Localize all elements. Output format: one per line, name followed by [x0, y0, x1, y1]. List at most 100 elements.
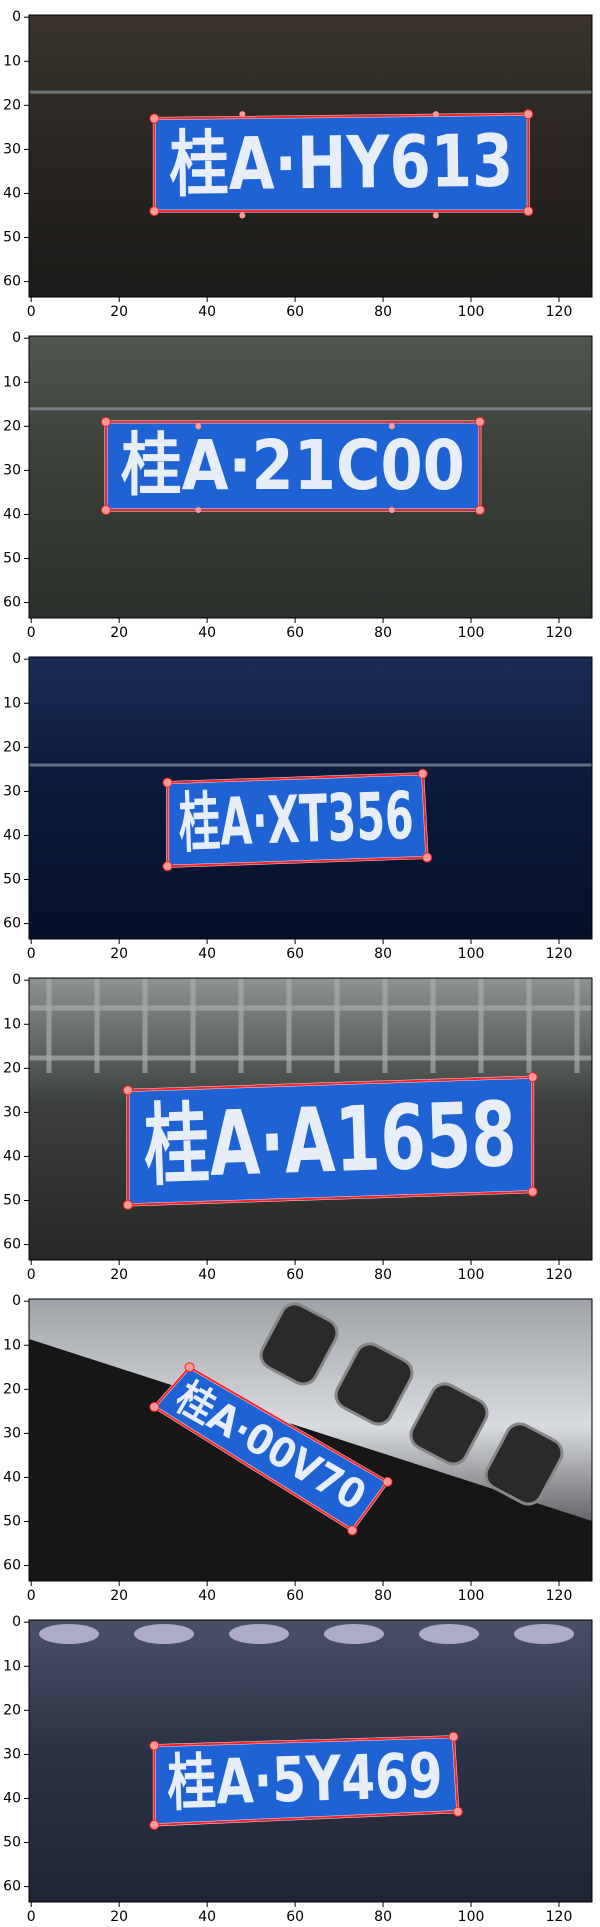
- subplot-4-svg: 桂A·A1658 0 20 40 60 80 100 120 0 10 20 30 40 50 60: [3, 972, 593, 1283]
- x-tick-label: 80: [374, 625, 392, 641]
- plate-number-text: 桂A·21C00: [121, 426, 465, 506]
- y-tick-label: 60: [3, 1558, 21, 1574]
- x-tick-label: 40: [198, 625, 216, 641]
- x-tick-label: 120: [546, 946, 573, 962]
- y-tick-label: 10: [3, 1016, 21, 1032]
- x-tick-label: 0: [27, 1588, 36, 1604]
- x-tick-label: 60: [286, 1909, 304, 1925]
- x-tick-label: 0: [27, 625, 36, 641]
- y-tick-label: 0: [12, 1293, 21, 1309]
- x-tick-label: 40: [198, 1909, 216, 1925]
- x-tick-label: 20: [110, 1267, 128, 1283]
- blurred-light: [514, 1624, 574, 1644]
- corner-marker: [184, 1362, 195, 1373]
- corner-marker: [122, 1199, 133, 1210]
- edge-marker: [388, 507, 395, 514]
- plate-number-text: 桂A·5Y469: [166, 1740, 443, 1820]
- x-tick-label: 20: [110, 304, 128, 320]
- x-tick-label: 20: [110, 946, 128, 962]
- y-tick-label: 10: [3, 695, 21, 711]
- blurred-light: [419, 1624, 479, 1644]
- x-tick-label: 20: [110, 1909, 128, 1925]
- y-tick-label: 60: [3, 1237, 21, 1253]
- grille-slot: [484, 1422, 564, 1506]
- blurred-light: [134, 1624, 194, 1644]
- x-tick-label: 80: [374, 946, 392, 962]
- edge-marker: [432, 111, 439, 118]
- corner-marker: [474, 505, 485, 516]
- x-tick-label: 60: [286, 1267, 304, 1283]
- edge-marker: [195, 507, 202, 514]
- y-tick-label: 40: [3, 1469, 21, 1485]
- x-tick-label: 60: [286, 625, 304, 641]
- x-tick-label: 20: [110, 1588, 128, 1604]
- corner-marker: [527, 1072, 538, 1083]
- x-tick-label: 40: [198, 304, 216, 320]
- blurred-light: [229, 1624, 289, 1644]
- corner-marker: [149, 1740, 160, 1751]
- y-tick-label: 40: [3, 1790, 21, 1806]
- subplot-5: 桂A·00V70 0 20 40 60 80 100 120 0 10 20 30 40 50 60: [0, 1284, 600, 1605]
- x-tick-label: 100: [458, 1909, 485, 1925]
- corner-marker: [448, 1731, 459, 1742]
- y-tick-label: 50: [3, 1835, 21, 1851]
- x-tick-label: 120: [546, 625, 573, 641]
- corner-marker: [149, 1401, 160, 1412]
- y-tick-label: 30: [3, 1104, 21, 1120]
- x-tick-label: 40: [198, 946, 216, 962]
- y-tick-label: 40: [3, 185, 21, 201]
- y-tick-label: 30: [3, 462, 21, 478]
- x-tick-label: 120: [546, 1588, 573, 1604]
- subplot-2: 桂A·21C00 0 20 40 60 80 100 120 0 10 20 30 40 50 60: [0, 321, 600, 642]
- y-tick-label: 30: [3, 1746, 21, 1762]
- y-tick-label: 20: [3, 739, 21, 755]
- blurred-light: [39, 1624, 99, 1644]
- corner-marker: [474, 416, 485, 427]
- axes-frame: [28, 656, 593, 940]
- y-tick-label: 10: [3, 1337, 21, 1353]
- x-tick-label: 0: [27, 1909, 36, 1925]
- y-tick-label: 40: [3, 1148, 21, 1164]
- y-tick-label: 20: [3, 97, 21, 113]
- axes-frame: [28, 14, 593, 298]
- corner-marker: [162, 861, 173, 872]
- grille-slot: [259, 1302, 339, 1386]
- x-tick-label: 60: [286, 304, 304, 320]
- plate-number-text: 桂A·HY613: [169, 120, 514, 208]
- y-tick-label: 60: [3, 916, 21, 932]
- y-tick-label: 0: [12, 972, 21, 988]
- x-tick-label: 100: [458, 1267, 485, 1283]
- corner-marker: [523, 109, 534, 120]
- corner-marker: [149, 1819, 160, 1830]
- y-tick-label: 20: [3, 1381, 21, 1397]
- corner-marker: [149, 113, 160, 124]
- subplot-3: 桂A·XT356 0 20 40 60 80 100 120 0 10 20 30 40 50 60: [0, 642, 600, 963]
- y-tick-label: 10: [3, 53, 21, 69]
- subplot-6: 桂A·5Y469 0 20 40 60 80 100 120 0 10 20 30 40 50 60: [0, 1605, 600, 1926]
- corner-marker: [347, 1525, 358, 1536]
- corner-marker: [417, 768, 428, 779]
- y-tick-label: 10: [3, 374, 21, 390]
- y-tick-label: 20: [3, 1060, 21, 1076]
- subplot-3-svg: 桂A·XT356 0 20 40 60 80 100 120 0 10 20 30 40 50 60: [3, 651, 593, 962]
- x-tick-label: 40: [198, 1588, 216, 1604]
- x-tick-label: 60: [286, 946, 304, 962]
- x-tick-label: 80: [374, 1909, 392, 1925]
- subplot-1-svg: 桂A·HY613 0 20 40 60 80 100 120 0 10 20 30 40 50 60: [3, 9, 593, 320]
- y-tick-label: 20: [3, 1702, 21, 1718]
- corner-marker: [382, 1476, 393, 1487]
- x-tick-label: 80: [374, 304, 392, 320]
- edge-marker: [239, 212, 246, 219]
- subplot-6-svg: 桂A·5Y469 0 20 40 60 80 100 120 0 10 20 30 40 50 60: [3, 1614, 593, 1925]
- x-tick-label: 120: [546, 304, 573, 320]
- x-tick-label: 40: [198, 1267, 216, 1283]
- corner-marker: [100, 505, 111, 516]
- y-tick-label: 50: [3, 1514, 21, 1530]
- y-tick-label: 60: [3, 1879, 21, 1895]
- y-tick-label: 30: [3, 783, 21, 799]
- y-tick-label: 50: [3, 230, 21, 246]
- edge-marker: [388, 423, 395, 430]
- x-tick-label: 0: [27, 304, 36, 320]
- corner-marker: [527, 1186, 538, 1197]
